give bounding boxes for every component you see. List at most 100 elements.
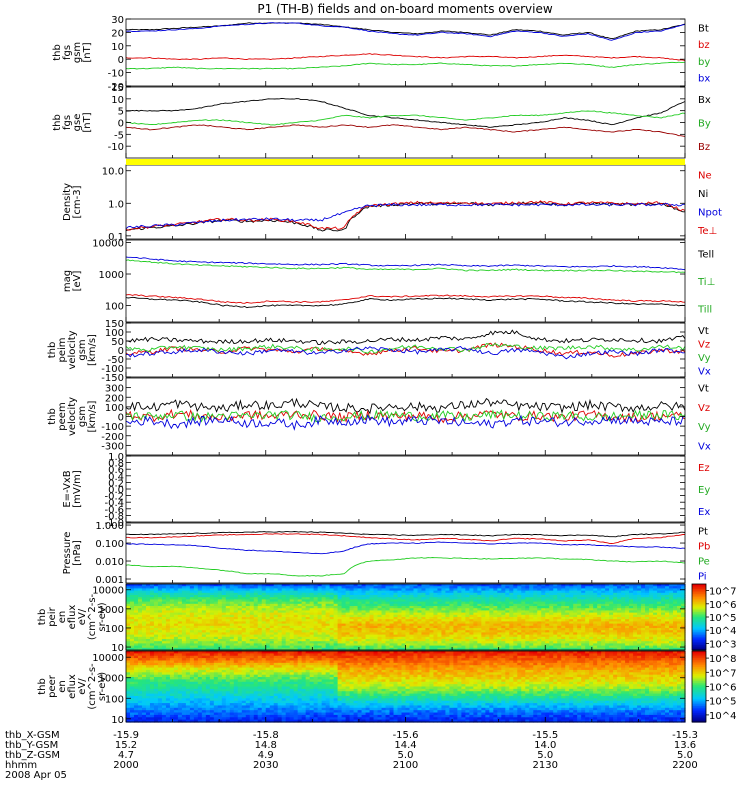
series-Npot-p3 bbox=[126, 204, 685, 229]
legend-Vt: Vt bbox=[698, 326, 709, 337]
y-tick-label: 30 bbox=[111, 15, 124, 26]
series-Ti⊥-p4 bbox=[126, 257, 685, 269]
legend-by: by bbox=[698, 57, 710, 68]
y-axis-label-line: [nPa] bbox=[72, 540, 83, 566]
series-Pe-p8 bbox=[126, 558, 685, 577]
y-tick-label: -10 bbox=[108, 142, 124, 153]
legend-Vt: Vt bbox=[698, 384, 709, 395]
y-tick-label: 0.001 bbox=[95, 575, 124, 586]
y-tick-label: 0.010 bbox=[95, 557, 124, 568]
legend-Ez: Ez bbox=[698, 463, 710, 474]
legend-Ex: Ex bbox=[698, 507, 710, 518]
y-axis-label-line: [mV/m] bbox=[72, 470, 83, 508]
colorbar-label: 10^4 bbox=[709, 626, 736, 637]
panel-frame bbox=[126, 87, 685, 158]
legend-Tell: Tell bbox=[697, 250, 714, 261]
y-axis-label-line: [km/s] bbox=[87, 334, 98, 366]
y-tick-label: 10 bbox=[111, 42, 124, 53]
legend-Bt: Bt bbox=[698, 23, 709, 34]
y-tick-label: 10.0 bbox=[102, 167, 124, 178]
legend-Vz: Vz bbox=[698, 339, 710, 350]
y-tick-label: 10000 bbox=[92, 238, 124, 249]
y-tick-label: -10 bbox=[108, 69, 124, 80]
legend-Npot: Npot bbox=[698, 207, 722, 218]
series-Bz-p2 bbox=[126, 125, 685, 137]
legend-Pb: Pb bbox=[698, 542, 710, 553]
y-axis-label-p3: Density[cm-3] bbox=[62, 183, 83, 221]
legend-Pt: Pt bbox=[698, 527, 708, 538]
legend-Vx: Vx bbox=[698, 441, 711, 452]
y-axis-label-line: [km/s] bbox=[87, 400, 98, 432]
colorbar-label: 10^7 bbox=[709, 587, 736, 598]
spectrogram-p10 bbox=[126, 651, 686, 723]
panel-frame bbox=[126, 456, 685, 522]
legend-Pe: Pe bbox=[698, 557, 710, 568]
legend-Vx: Vx bbox=[698, 366, 711, 377]
panel-frame bbox=[126, 19, 685, 86]
y-tick-label: 1.000 bbox=[95, 521, 124, 532]
colorbar-p9: 10^7 10^6 10^5 10^4 10^3 bbox=[692, 584, 736, 651]
y-axis-label-p8: Pressure[nPa] bbox=[62, 532, 83, 575]
y-tick-label: 1.0 bbox=[108, 199, 124, 210]
y-axis-label-line: [nT] bbox=[82, 42, 93, 62]
y-tick-label: 5 bbox=[118, 107, 124, 118]
panel-p4: 10000 1000 100 mag[eV] Tell Ti⊥ Till bbox=[62, 238, 715, 322]
colorbar-label: 10^5 bbox=[709, 613, 736, 624]
y-tick-label: 1000 bbox=[99, 270, 124, 281]
series-Bt-p1 bbox=[126, 23, 685, 39]
legend-Ey: Ey bbox=[698, 485, 710, 496]
y-tick-label: 20 bbox=[111, 28, 124, 39]
spectrogram-p9 bbox=[126, 584, 686, 651]
y-tick-label: 100 bbox=[105, 302, 124, 313]
y-axis-label-p7: E=-VxB[mV/m] bbox=[62, 470, 83, 508]
legend-bx: bx bbox=[698, 74, 710, 85]
series-Vt-p5 bbox=[126, 330, 685, 344]
y-tick-label: 15 bbox=[111, 83, 124, 94]
series-Ne-p3 bbox=[126, 201, 685, 230]
figure-title: P1 (TH-B) fields and on-board moments ov… bbox=[257, 2, 553, 16]
legend-By: By bbox=[698, 119, 711, 130]
y-axis-label-line: [eV] bbox=[72, 271, 83, 292]
legend-Bx: Bx bbox=[698, 95, 711, 106]
series-bz-p1 bbox=[126, 54, 685, 61]
legend-Vy: Vy bbox=[698, 353, 711, 364]
series-Ni-p3 bbox=[126, 202, 685, 231]
y-tick-label: -300 bbox=[101, 441, 124, 452]
legend-Te⊥: Te⊥ bbox=[697, 226, 717, 237]
y-tick-label: -5 bbox=[114, 130, 124, 141]
legend-Ni: Ni bbox=[698, 189, 708, 200]
legend-bz: bz bbox=[698, 40, 710, 51]
y-axis-label-p4: mag[eV] bbox=[62, 270, 83, 292]
legend-Ti⊥: Ti⊥ bbox=[697, 277, 715, 288]
series-Bx-p2 bbox=[126, 98, 685, 127]
legend-Till: Till bbox=[697, 304, 712, 315]
colorbar-label: 10^6 bbox=[709, 600, 736, 611]
y-tick-label: 0 bbox=[118, 55, 124, 66]
y-tick-label: 10 bbox=[111, 95, 124, 106]
panel-p8: 1.0000.1000.0100.001Pressure[nPa]PtPbPeP… bbox=[62, 521, 710, 586]
y-tick-label: 0 bbox=[118, 119, 124, 130]
panel-frame bbox=[126, 523, 685, 583]
y-tick-label: 0.100 bbox=[95, 539, 124, 550]
y-axis-label-line: sr-eV) bbox=[97, 602, 108, 631]
series-Pi-p8 bbox=[126, 542, 685, 554]
legend-Vz: Vz bbox=[698, 403, 710, 414]
legend-Bz: Bz bbox=[698, 142, 710, 153]
panel-frame bbox=[126, 240, 685, 322]
y-axis-label-line: [nT] bbox=[82, 112, 93, 132]
colorbar-label: 10^3 bbox=[709, 639, 736, 650]
